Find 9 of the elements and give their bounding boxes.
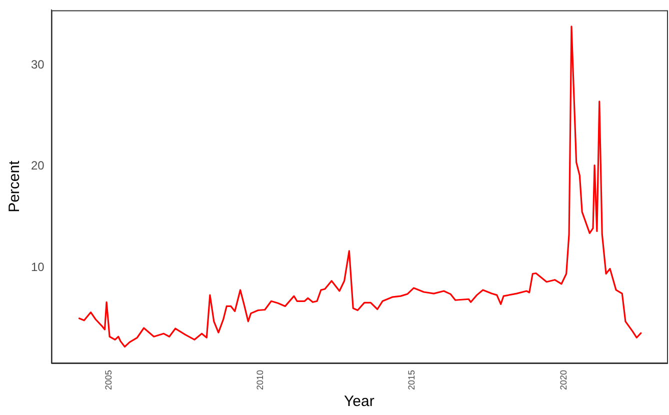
x-tick-label: 2010 [255,370,266,390]
y-axis-title: Percent [6,160,24,212]
y-tick-label: 10 [30,260,45,274]
x-tick-label: 2020 [558,370,568,390]
x-tick-label: 2005 [103,370,114,390]
y-tick-label: 20 [30,158,45,173]
x-axis-title: Year [344,393,374,410]
x-tick-label: 2015 [406,370,417,390]
y-tick-label: 30 [30,57,45,72]
